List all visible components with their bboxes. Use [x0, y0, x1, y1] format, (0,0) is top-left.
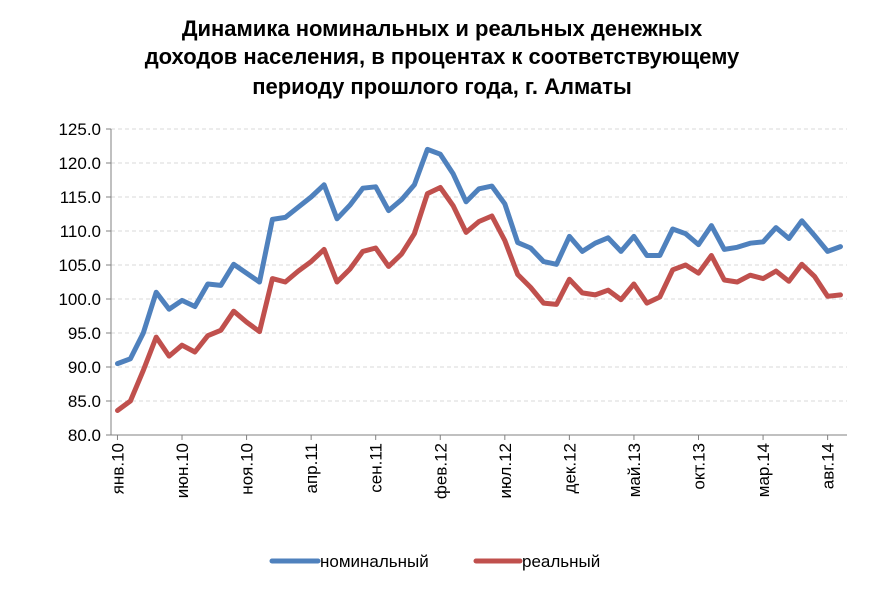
x-tick-label: янв.10	[108, 443, 127, 494]
y-tick-label: 125.0	[58, 120, 101, 139]
x-tick-label: июн.10	[173, 443, 192, 498]
y-tick-label: 80.0	[68, 426, 101, 445]
series-lines	[115, 146, 843, 413]
y-tick-label: 90.0	[68, 358, 101, 377]
y-tick-label: 115.0	[60, 188, 101, 207]
chart-title: Динамика номинальных и реальных денежных…	[145, 16, 740, 99]
y-tick-label: 95.0	[68, 324, 101, 343]
x-tick-label: май.13	[625, 443, 644, 497]
chart-title-line-3: периоду прошлого года, г. Алматы	[252, 74, 632, 99]
x-axis-ticks: янв.10 июн.10 ноя.10 апр.11 сен.11 фев.12 июл.…	[108, 435, 838, 499]
y-tick-label: 100.0	[58, 290, 101, 309]
y-tick-label: 120.0	[58, 154, 101, 173]
x-tick-label: июл.12	[496, 443, 515, 498]
x-tick-label: апр.11	[302, 443, 321, 494]
axes	[110, 129, 847, 436]
legend: номинальный реальный	[269, 552, 600, 571]
x-tick-label: окт.13	[690, 443, 709, 490]
x-tick-label: авг.14	[819, 443, 838, 489]
y-tick-label: 85.0	[68, 392, 101, 411]
y-tick-label: 105.0	[58, 256, 101, 275]
y-axis-ticks: 80.0 85.0 90.0 95.0 100.0 105.0 110.0 115.0 120.…	[58, 120, 111, 445]
x-tick-label: мар.14	[754, 443, 773, 497]
x-tick-label: ноя.10	[238, 443, 257, 495]
legend-label-nominal: номинальный	[320, 552, 429, 571]
y-tick-label: 110.0	[60, 222, 101, 241]
legend-label-real: реальный	[522, 552, 600, 571]
chart-title-line-2: доходов населения, в процентах к соответ…	[145, 44, 740, 69]
x-tick-label: сен.11	[367, 443, 386, 493]
x-tick-label: дек.12	[560, 443, 579, 493]
y-gridlines	[111, 128, 847, 402]
series-line-nominal	[115, 146, 843, 367]
series-line-real	[115, 185, 843, 413]
x-tick-label: фев.12	[431, 443, 450, 499]
chart-title-line-1: Динамика номинальных и реальных денежных	[182, 16, 703, 41]
